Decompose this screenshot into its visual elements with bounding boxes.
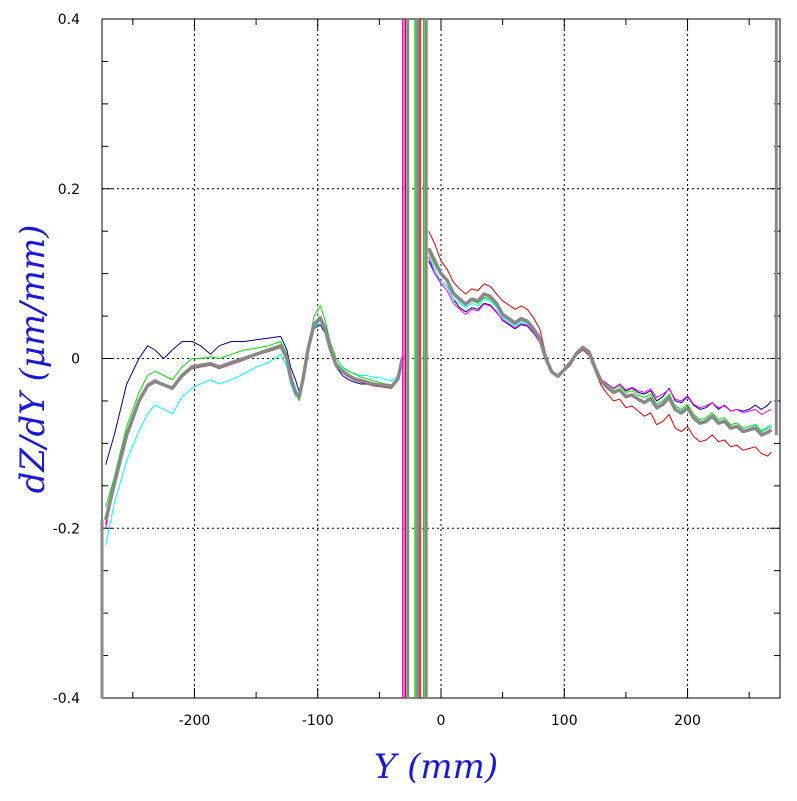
x-tick-label: -100: [302, 713, 334, 729]
x-tick-labels: -200 -100 0 100 200: [179, 713, 701, 729]
grid-lines: [102, 19, 780, 698]
y-tick-labels: -0.4 -0.2 0 0.2 0.4: [53, 12, 80, 707]
series-line-6: [103, 316, 405, 521]
x-axis-title: Y (mm): [374, 747, 498, 787]
y-tick-label: 0: [71, 352, 80, 368]
x-tick-label: 200: [674, 713, 701, 729]
series-line-1: [105, 324, 404, 465]
y-tick-label: 0.2: [58, 182, 80, 198]
x-tick-label: 100: [551, 713, 578, 729]
y-axis-title: dZ/dY (μm/mm): [13, 225, 53, 494]
x-tick-label: -200: [179, 713, 211, 729]
y-tick-label: -0.4: [53, 691, 80, 707]
minor-ticks: [102, 18, 780, 699]
y-tick-label: 0.4: [58, 12, 80, 28]
y-tick-label: -0.2: [53, 521, 80, 537]
x-tick-label: 0: [437, 713, 446, 729]
vertical-lines: [100, 19, 778, 698]
series-lines: [103, 230, 773, 546]
series-line-5: [428, 230, 772, 457]
series-line-6: [427, 247, 773, 437]
